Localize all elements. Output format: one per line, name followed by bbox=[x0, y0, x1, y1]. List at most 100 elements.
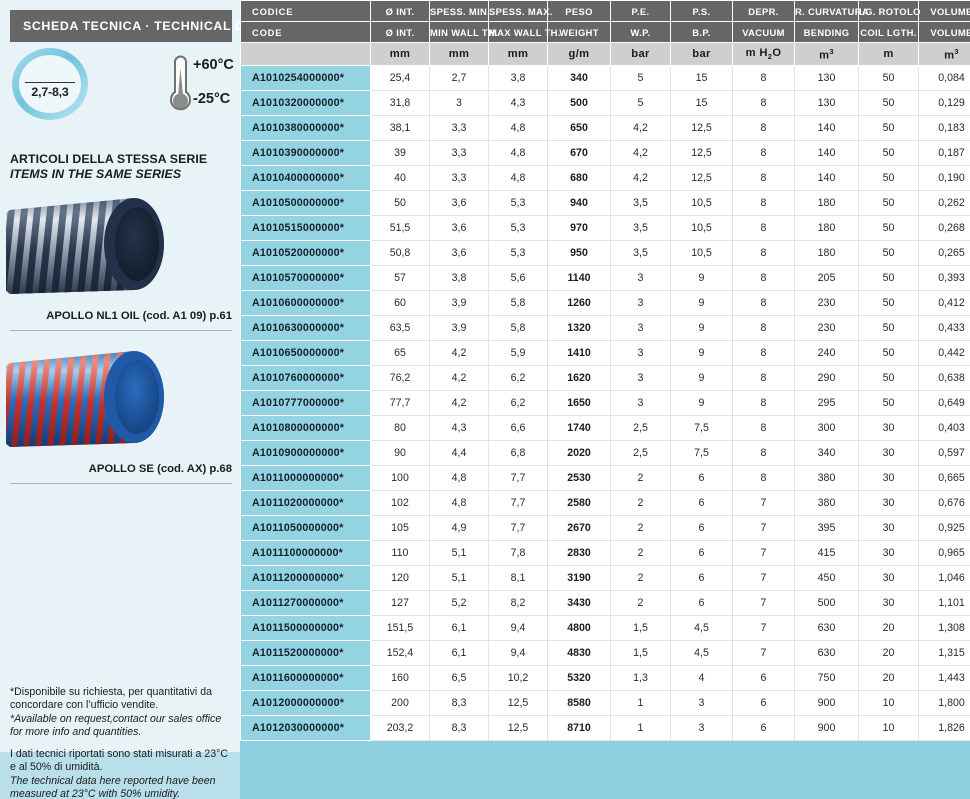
cell-wall-min: 8,3 bbox=[429, 690, 489, 716]
cell-code: A1010500000000* bbox=[240, 190, 371, 216]
cell-weight: 970 bbox=[547, 215, 611, 241]
table-header-row-it: CODICE Ø INT. SPESS. MIN. SPESS. MAX. PE… bbox=[240, 0, 970, 22]
cell-bending: 140 bbox=[794, 165, 859, 191]
table-row[interactable]: A1010390000000* 39 3,3 4,8 670 4,2 12,5 8 140 50 0… bbox=[240, 140, 970, 166]
cell-diam-int: 100 bbox=[370, 465, 430, 491]
cell-diam-int: 120 bbox=[370, 565, 430, 591]
table-row[interactable]: A1011050000000* 105 4,9 7,7 2670 2 6 7 395 30 0,92… bbox=[240, 515, 970, 541]
cell-diam-int: 60 bbox=[370, 290, 430, 316]
cell-bending: 300 bbox=[794, 415, 859, 441]
cell-diam-int: 160 bbox=[370, 665, 430, 691]
table-row[interactable]: A1011020000000* 102 4,8 7,7 2580 2 6 7 380 30 0,67… bbox=[240, 490, 970, 516]
cell-vacuum: 8 bbox=[732, 215, 795, 241]
cell-bending: 630 bbox=[794, 640, 859, 666]
cell-wp: 1 bbox=[610, 690, 671, 716]
cell-diam-int: 200 bbox=[370, 690, 430, 716]
table-row[interactable]: A1011200000000* 120 5,1 8,1 3190 2 6 7 450 30 1,04… bbox=[240, 565, 970, 591]
table-body: A1010254000000* 25,4 2,7 3,8 340 5 15 8 130 50 0,0… bbox=[240, 65, 970, 741]
cell-wall-max: 6,6 bbox=[488, 415, 548, 441]
cell-bending: 130 bbox=[794, 65, 859, 91]
table-row[interactable]: A1010650000000* 65 4,2 5,9 1410 3 9 8 240 50 0,442 bbox=[240, 340, 970, 366]
cell-wall-min: 3,6 bbox=[429, 215, 489, 241]
table-row[interactable]: A1011000000000* 100 4,8 7,7 2530 2 6 8 380 30 0,66… bbox=[240, 465, 970, 491]
cell-wall-max: 6,8 bbox=[488, 440, 548, 466]
cell-weight: 1740 bbox=[547, 415, 611, 441]
table-row[interactable]: A1010800000000* 80 4,3 6,6 1740 2,5 7,5 8 300 30 0… bbox=[240, 415, 970, 441]
cell-weight: 340 bbox=[547, 65, 611, 91]
table-row[interactable]: A1010630000000* 63,5 3,9 5,8 1320 3 9 8 230 50 0,4… bbox=[240, 315, 970, 341]
cell-weight: 1320 bbox=[547, 315, 611, 341]
cell-coil: 50 bbox=[858, 140, 919, 166]
cell-bp: 15 bbox=[670, 90, 733, 116]
series-item-1-caption: APOLLO NL1 OIL (cod. A1 09) p.61 bbox=[46, 310, 232, 322]
cell-weight: 1650 bbox=[547, 390, 611, 416]
series-item-2[interactable]: APOLLO SE (cod. AX) p.68 bbox=[0, 343, 240, 484]
table-row[interactable]: A1010515000000* 51,5 3,6 5,3 970 3,5 10,5 8 180 5… bbox=[240, 215, 970, 241]
cell-bending: 415 bbox=[794, 540, 859, 566]
temperature-range-indicator: +60°C -25°C bbox=[165, 54, 237, 116]
series-item-1[interactable]: APOLLO NL1 OIL (cod. A1 09) p.61 bbox=[0, 190, 240, 331]
table-row[interactable]: A1010760000000* 76,2 4,2 6,2 1620 3 9 8 290 50 0,6… bbox=[240, 365, 970, 391]
hose-blue-red-image bbox=[6, 351, 164, 447]
cell-code: A1012030000000* bbox=[240, 715, 371, 741]
cell-wall-min: 8,3 bbox=[429, 715, 489, 741]
cell-vacuum: 8 bbox=[732, 240, 795, 266]
cell-wall-min: 3,3 bbox=[429, 140, 489, 166]
table-row[interactable]: A1010380000000* 38,1 3,3 4,8 650 4,2 12,5 8 140 5… bbox=[240, 115, 970, 141]
cell-volume: 0,412 bbox=[918, 290, 970, 316]
cell-bending: 140 bbox=[794, 140, 859, 166]
cell-bp: 6 bbox=[670, 465, 733, 491]
cell-volume: 1,101 bbox=[918, 590, 970, 616]
table-row[interactable]: A1011270000000* 127 5,2 8,2 3430 2 6 7 500 30 1,10… bbox=[240, 590, 970, 616]
table-row[interactable]: A1010570000000* 57 3,8 5,6 1140 3 9 8 205 50 0,393 bbox=[240, 265, 970, 291]
unit-weight: g/m bbox=[547, 42, 611, 66]
unit-coil: m bbox=[858, 42, 919, 66]
cell-bp: 6 bbox=[670, 565, 733, 591]
cell-bending: 630 bbox=[794, 615, 859, 641]
cell-code: A1011600000000* bbox=[240, 665, 371, 691]
table-row[interactable]: A1011100000000* 110 5,1 7,8 2830 2 6 7 415 30 0,96… bbox=[240, 540, 970, 566]
cell-wall-min: 3,6 bbox=[429, 240, 489, 266]
table-row[interactable]: A1010777000000* 77,7 4,2 6,2 1650 3 9 8 295 50 0,6… bbox=[240, 390, 970, 416]
table-row[interactable]: A1011600000000* 160 6,5 10,2 5320 1,3 4 6 750 20 1… bbox=[240, 665, 970, 691]
cell-wp: 3,5 bbox=[610, 215, 671, 241]
cell-wp: 3 bbox=[610, 365, 671, 391]
col-header-code: CODE bbox=[240, 21, 371, 43]
table-row[interactable]: A1010400000000* 40 3,3 4,8 680 4,2 12,5 8 140 50 0… bbox=[240, 165, 970, 191]
cell-coil: 10 bbox=[858, 715, 919, 741]
cell-bp: 3 bbox=[670, 690, 733, 716]
unit-wall-max: mm bbox=[488, 42, 548, 66]
cell-bending: 380 bbox=[794, 490, 859, 516]
cell-wall-min: 4,9 bbox=[429, 515, 489, 541]
cell-vacuum: 7 bbox=[732, 615, 795, 641]
table-row[interactable]: A1012000000000* 200 8,3 12,5 8580 1 3 6 900 10 1,8… bbox=[240, 690, 970, 716]
cell-bending: 295 bbox=[794, 390, 859, 416]
table-row[interactable]: A1012030000000* 203,2 8,3 12,5 8710 1 3 6 900 10 1… bbox=[240, 715, 970, 741]
table-row[interactable]: A1011500000000* 151,5 6,1 9,4 4800 1,5 4,5 7 630… bbox=[240, 615, 970, 641]
cell-code: A1010760000000* bbox=[240, 365, 371, 391]
footnote-measurement-it: I dati tecnici riportati sono stati misu… bbox=[10, 748, 235, 775]
table-row[interactable]: A1010520000000* 50,8 3,6 5,3 950 3,5 10,5 8 180 5… bbox=[240, 240, 970, 266]
cell-wall-min: 5,1 bbox=[429, 540, 489, 566]
table-header-row-en: CODE Ø INT. MIN WALL TH. MAX WALL TH. WE… bbox=[240, 21, 970, 43]
cell-weight: 1140 bbox=[547, 265, 611, 291]
cell-vacuum: 7 bbox=[732, 515, 795, 541]
cell-diam-int: 152,4 bbox=[370, 640, 430, 666]
table-row[interactable]: A1010500000000* 50 3,6 5,3 940 3,5 10,5 8 180 50 0… bbox=[240, 190, 970, 216]
cell-wall-max: 9,4 bbox=[488, 615, 548, 641]
table-row[interactable]: A1010254000000* 25,4 2,7 3,8 340 5 15 8 130 50 0,0… bbox=[240, 65, 970, 91]
cell-volume: 1,443 bbox=[918, 665, 970, 691]
cell-volume: 0,262 bbox=[918, 190, 970, 216]
cell-diam-int: 105 bbox=[370, 515, 430, 541]
table-row[interactable]: A1010900000000* 90 4,4 6,8 2020 2,5 7,5 8 340 30 0… bbox=[240, 440, 970, 466]
cell-wp: 4,2 bbox=[610, 165, 671, 191]
cell-code: A1010570000000* bbox=[240, 265, 371, 291]
cell-bending: 750 bbox=[794, 665, 859, 691]
cell-volume: 0,676 bbox=[918, 490, 970, 516]
col-header-weight-it: PESO bbox=[547, 0, 611, 22]
table-row[interactable]: A1010320000000* 31,8 3 4,3 500 5 15 8 130 50 0,129 bbox=[240, 90, 970, 116]
table-row[interactable]: A1011520000000* 152,4 6,1 9,4 4830 1,5 4,5 7 630… bbox=[240, 640, 970, 666]
table-row[interactable]: A1010600000000* 60 3,9 5,8 1260 3 9 8 230 50 0,412 bbox=[240, 290, 970, 316]
cell-weight: 8710 bbox=[547, 715, 611, 741]
